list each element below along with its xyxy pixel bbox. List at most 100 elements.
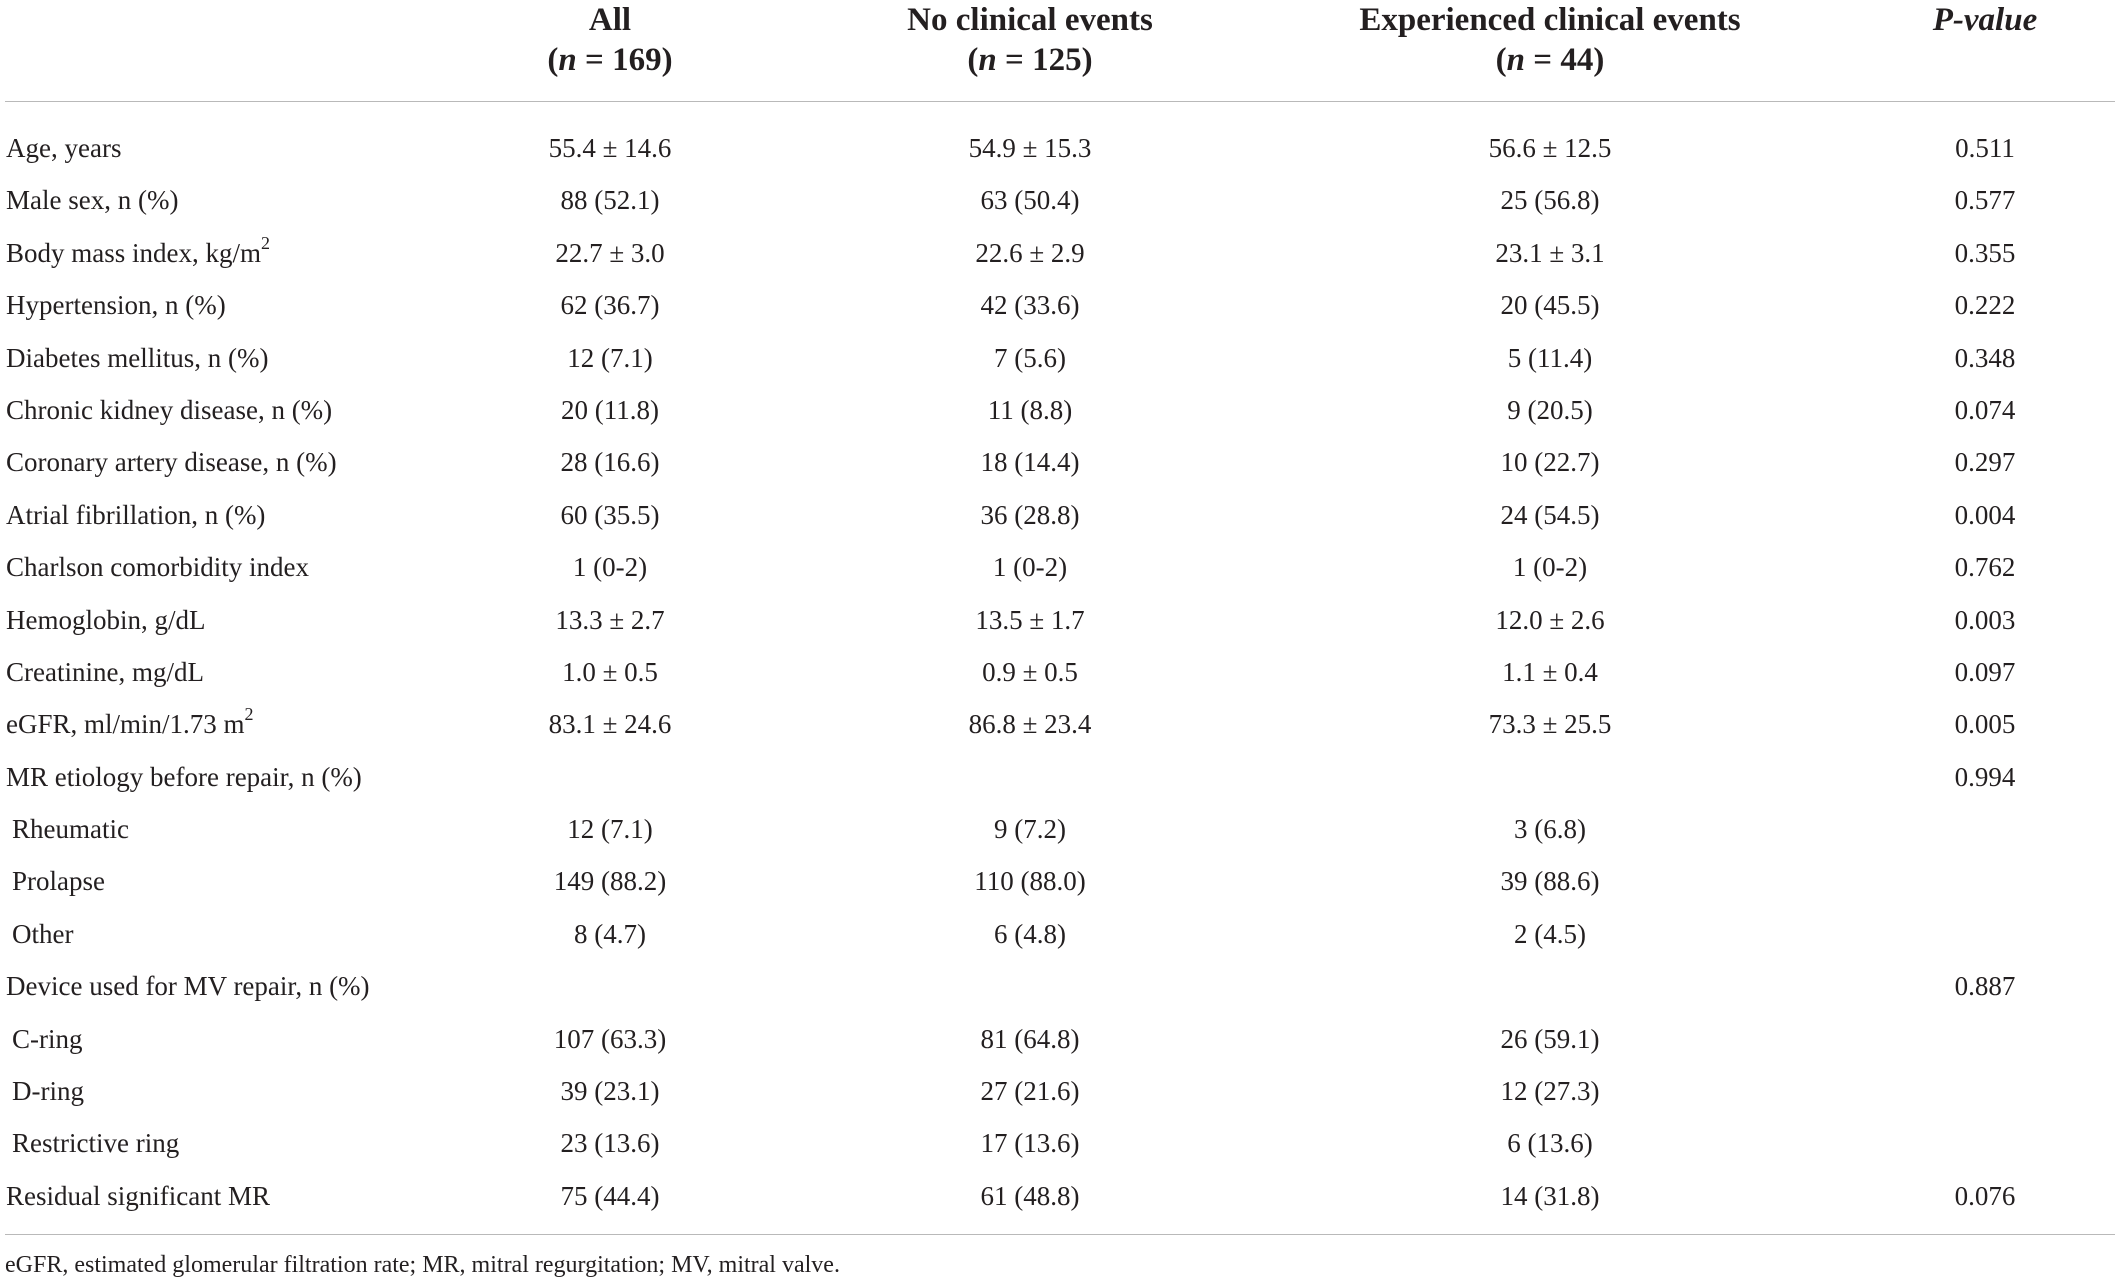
row-label: Atrial fibrillation, n (%) bbox=[6, 489, 265, 541]
table-row: Restrictive ring 23 (13.6) 17 (13.6) 6 (13.… bbox=[0, 1117, 2117, 1169]
row-label-text: Creatinine, mg/dL bbox=[6, 656, 204, 687]
cell-no-events: 27 (21.6) bbox=[980, 1076, 1080, 1107]
table-row: Chronic kidney disease, n (%) 20 (11.8) 11… bbox=[0, 384, 2117, 436]
cell-experienced-events: 5 (11.4) bbox=[1507, 342, 1593, 373]
row-label-text: eGFR, ml/min/1.73 m bbox=[6, 709, 245, 740]
row-label: Coronary artery disease, n (%) bbox=[6, 436, 337, 488]
row-label: Creatinine, mg/dL bbox=[6, 646, 204, 698]
table-row: Other 8 (4.7) 6 (4.8) 2 (4.5) bbox=[0, 908, 2117, 960]
cell-experienced-events: 26 (59.1) bbox=[1500, 1023, 1600, 1054]
row-label-superscript: 2 bbox=[261, 232, 270, 253]
cell-no-events: 36 (28.8) bbox=[980, 499, 1080, 530]
cell-p-value: 0.511 bbox=[1955, 133, 2015, 163]
table-row: Body mass index, kg/m2 22.7 ± 3.0 22.6 ± 2… bbox=[0, 227, 2117, 279]
row-label-text: Diabetes mellitus, n (%) bbox=[6, 342, 269, 373]
row-label: Residual significant MR bbox=[6, 1170, 270, 1222]
row-label: eGFR, ml/min/1.73 m2 bbox=[6, 698, 254, 750]
table-row: Hemoglobin, g/dL 13.3 ± 2.7 13.5 ± 1.7 12.0… bbox=[0, 594, 2117, 646]
cell-experienced-events: 1.1 ± 0.4 bbox=[1502, 656, 1598, 687]
row-label-text: Prolapse bbox=[12, 866, 105, 897]
row-label: Restrictive ring bbox=[12, 1117, 179, 1169]
row-label-text: Age, years bbox=[6, 133, 122, 163]
table-row: Male sex, n (%) 88 (52.1) 63 (50.4) 25 (56.… bbox=[0, 174, 2117, 226]
column-header-all-n: (n = 169) bbox=[547, 42, 673, 78]
cell-no-events: 18 (14.4) bbox=[980, 447, 1080, 478]
cell-all: 8 (4.7) bbox=[574, 918, 646, 949]
cell-no-events: 17 (13.6) bbox=[980, 1128, 1080, 1159]
cell-experienced-events: 6 (13.6) bbox=[1507, 1128, 1593, 1159]
cell-p-value: 0.297 bbox=[1954, 447, 2016, 478]
row-label: C-ring bbox=[12, 1013, 83, 1065]
cell-p-value: 0.005 bbox=[1954, 709, 2016, 740]
row-label-text: Atrial fibrillation, n (%) bbox=[6, 499, 266, 530]
row-label-text: Rheumatic bbox=[12, 814, 129, 845]
footer-divider bbox=[5, 1234, 2115, 1235]
table-header: All (n = 169) No clinical events (n = 12… bbox=[0, 0, 2117, 100]
row-label: Age, years bbox=[6, 122, 121, 174]
row-label-text: Chronic kidney disease, n (%) bbox=[6, 394, 333, 425]
table-row: Age, years 55.4 ± 14.6 54.9 ± 15.3 56.6 ± 1… bbox=[0, 122, 2117, 174]
table-body: Age, years 55.4 ± 14.6 54.9 ± 15.3 56.6 ± 1… bbox=[0, 122, 2117, 1222]
cell-all: 13.3 ± 2.7 bbox=[555, 604, 665, 635]
row-label-text: Male sex, n (%) bbox=[6, 185, 179, 216]
cell-experienced-events: 73.3 ± 25.5 bbox=[1488, 709, 1612, 740]
cell-all: 55.4 ± 14.6 bbox=[548, 133, 672, 163]
table-row: D-ring 39 (23.1) 27 (21.6) 12 (27.3) bbox=[0, 1065, 2117, 1117]
row-label: Body mass index, kg/m2 bbox=[6, 227, 270, 279]
row-label: Male sex, n (%) bbox=[6, 174, 178, 226]
cell-experienced-events: 56.6 ± 12.5 bbox=[1488, 133, 1612, 163]
cell-no-events: 7 (5.6) bbox=[994, 342, 1066, 373]
cell-experienced-events: 12 (27.3) bbox=[1500, 1076, 1600, 1107]
table-footnote: eGFR, estimated glomerular filtration ra… bbox=[5, 1252, 840, 1278]
cell-all: 12 (7.1) bbox=[567, 814, 653, 845]
cell-p-value: 0.762 bbox=[1954, 552, 2016, 583]
table-row: Creatinine, mg/dL 1.0 ± 0.5 0.9 ± 0.5 1.1 ±… bbox=[0, 646, 2117, 698]
row-label-text: Hemoglobin, g/dL bbox=[6, 604, 206, 635]
cell-all: 88 (52.1) bbox=[560, 185, 660, 216]
column-header-experienced-events: Experienced clinical events (n = 44) bbox=[1280, 0, 1820, 80]
cell-experienced-events: 3 (6.8) bbox=[1514, 814, 1586, 845]
cell-all: 1.0 ± 0.5 bbox=[562, 656, 658, 687]
row-label-superscript: 2 bbox=[244, 704, 254, 725]
cell-no-events: 22.6 ± 2.9 bbox=[975, 237, 1085, 268]
table-row: eGFR, ml/min/1.73 m2 83.1 ± 24.6 86.8 ± 23… bbox=[0, 698, 2117, 750]
table-row: Charlson comorbidity index 1 (0-2) 1 (0-2)… bbox=[0, 541, 2117, 593]
cell-p-value: 0.003 bbox=[1954, 604, 2016, 635]
row-label: Other bbox=[12, 908, 73, 960]
cell-experienced-events: 20 (45.5) bbox=[1500, 290, 1600, 321]
row-label: MR etiology before repair, n (%) bbox=[6, 751, 362, 803]
cell-all: 12 (7.1) bbox=[567, 342, 653, 373]
row-label-text: D-ring bbox=[12, 1076, 84, 1107]
cell-experienced-events: 24 (54.5) bbox=[1500, 499, 1600, 530]
cell-p-value: 0.348 bbox=[1954, 342, 2016, 373]
cell-p-value: 0.887 bbox=[1954, 971, 2016, 1002]
cell-all: 107 (63.3) bbox=[553, 1023, 667, 1054]
cell-all: 22.7 ± 3.0 bbox=[555, 237, 665, 268]
cell-p-value: 0.222 bbox=[1954, 290, 2016, 321]
cell-p-value: 0.074 bbox=[1954, 394, 2016, 425]
cell-experienced-events: 2 (4.5) bbox=[1514, 918, 1586, 949]
row-label-text: Restrictive ring bbox=[12, 1128, 180, 1159]
cell-experienced-events: 14 (31.8) bbox=[1500, 1180, 1600, 1211]
table-row: Hypertension, n (%) 62 (36.7) 42 (33.6) 20 … bbox=[0, 279, 2117, 331]
cell-no-events: 1 (0-2) bbox=[992, 552, 1068, 583]
table-row: Prolapse 149 (88.2) 110 (88.0) 39 (88.6) bbox=[0, 855, 2117, 907]
column-header-no-events: No clinical events (n = 125) bbox=[830, 0, 1230, 80]
row-label: Rheumatic bbox=[12, 803, 129, 855]
row-label: Prolapse bbox=[12, 855, 105, 907]
cell-all: 28 (16.6) bbox=[560, 447, 660, 478]
cell-no-events: 9 (7.2) bbox=[994, 814, 1066, 845]
cell-no-events: 42 (33.6) bbox=[980, 290, 1080, 321]
cell-p-value: 0.577 bbox=[1954, 185, 2016, 216]
table-row: Diabetes mellitus, n (%) 12 (7.1) 7 (5.6) 5… bbox=[0, 332, 2117, 384]
table-row: Rheumatic 12 (7.1) 9 (7.2) 3 (6.8) bbox=[0, 803, 2117, 855]
cell-no-events: 81 (64.8) bbox=[980, 1023, 1080, 1054]
row-label-text: Device used for MV repair, n (%) bbox=[6, 971, 370, 1002]
cell-all: 20 (11.8) bbox=[561, 394, 659, 425]
row-label: Device used for MV repair, n (%) bbox=[6, 960, 370, 1012]
row-label: Charlson comorbidity index bbox=[6, 541, 309, 593]
row-label: Hemoglobin, g/dL bbox=[6, 594, 205, 646]
table-row: MR etiology before repair, n (%) 0.994 bbox=[0, 751, 2117, 803]
cell-no-events: 11 (8.8) bbox=[987, 394, 1073, 425]
